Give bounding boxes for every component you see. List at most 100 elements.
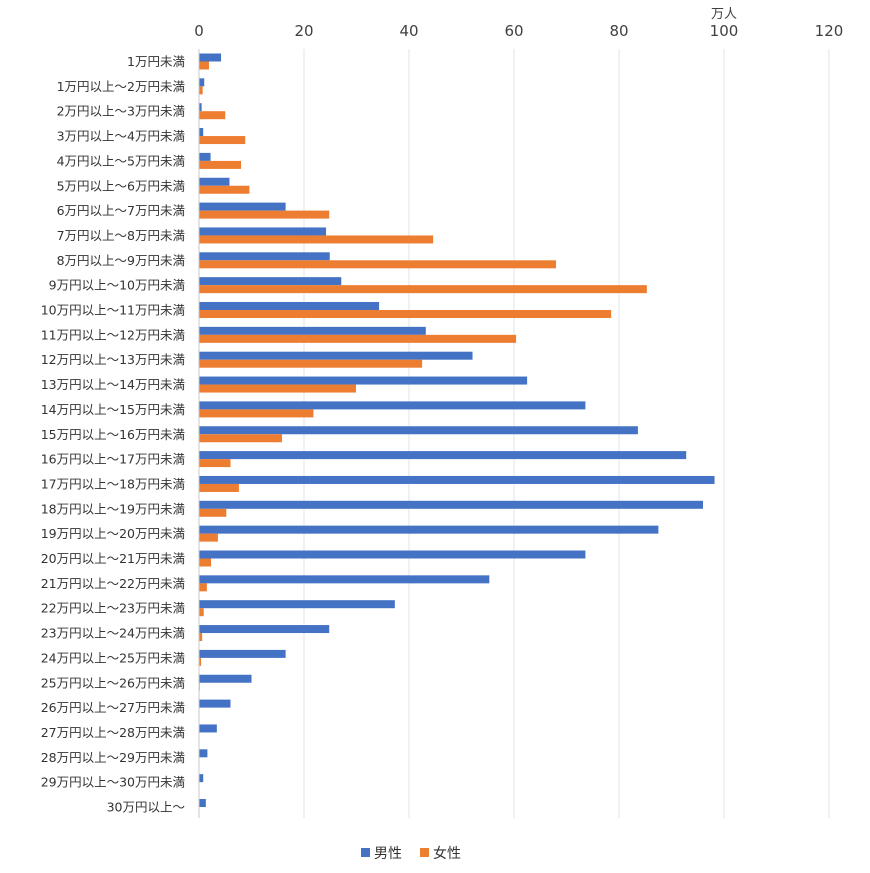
bar-female <box>199 533 218 542</box>
bar-female <box>199 483 239 492</box>
category-label: 1万円以上～2万円未満 <box>57 79 185 94</box>
bar-female <box>199 235 434 244</box>
x-tick-label: 100 <box>710 22 739 40</box>
bar-female <box>199 86 203 95</box>
bar-female <box>199 608 204 617</box>
bar-female <box>199 434 282 443</box>
category-label: 8万円以上～9万円未満 <box>57 253 185 268</box>
bar-male <box>199 376 528 385</box>
bar-male <box>199 774 204 783</box>
bar-female <box>199 185 250 194</box>
category-label: 23万円以上～24万円未満 <box>41 626 185 641</box>
bar-female <box>199 260 556 269</box>
category-label: 2万円以上～3万円未満 <box>57 104 185 119</box>
bar-male <box>199 674 252 683</box>
bar-male <box>199 53 222 62</box>
bar-male <box>199 252 330 261</box>
bar-male <box>199 699 231 708</box>
bar-female <box>199 160 241 169</box>
legend: 男性 女性 <box>361 845 461 862</box>
bar-male <box>199 600 395 609</box>
bar-female <box>199 409 314 418</box>
bar-female <box>199 285 647 294</box>
bar-female <box>199 210 330 219</box>
category-label: 18万円以上～19万円未満 <box>41 501 185 516</box>
category-label: 30万円以上～ <box>107 800 185 815</box>
legend-label-female: 女性 <box>433 845 461 862</box>
category-label: 15万円以上～16万円未満 <box>41 427 185 442</box>
unit-label: 万人 <box>711 7 737 22</box>
x-tick-label: 80 <box>609 22 628 40</box>
bar-male <box>199 103 202 112</box>
bar-female <box>199 111 226 120</box>
category-label: 4万円以上～5万円未満 <box>57 153 185 168</box>
category-label: 24万円以上～25万円未満 <box>41 650 185 665</box>
category-label: 12万円以上～13万円未満 <box>41 352 185 367</box>
category-label: 20万円以上～21万円未満 <box>41 551 185 566</box>
bar-female <box>199 61 209 70</box>
bar-male <box>199 550 586 559</box>
bar-male <box>199 426 638 435</box>
category-label: 22万円以上～23万円未満 <box>41 601 185 616</box>
category-label: 11万円以上～12万円未満 <box>41 327 185 342</box>
bar-male <box>199 475 715 484</box>
category-label: 17万円以上～18万円未満 <box>41 476 185 491</box>
category-label: 13万円以上～14万円未満 <box>41 377 185 392</box>
category-label: 19万円以上～20万円未満 <box>41 526 185 541</box>
bar-male <box>199 202 286 211</box>
bars <box>199 53 715 807</box>
bar-female <box>199 633 203 642</box>
category-label: 5万円以上～6万円未満 <box>57 178 185 193</box>
category-label: 25万円以上～26万円未満 <box>41 675 185 690</box>
bar-male <box>199 625 330 634</box>
bar-female <box>199 508 227 517</box>
x-tick-label: 40 <box>399 22 418 40</box>
category-label: 10万円以上～11万円未満 <box>41 303 185 318</box>
category-label: 1万円未満 <box>127 54 185 69</box>
category-label: 14万円以上～15万円未満 <box>41 402 185 417</box>
bar-male <box>199 277 342 286</box>
bar-male <box>199 401 586 410</box>
bar-female <box>199 384 356 393</box>
bar-male <box>199 575 490 584</box>
x-tick-label: 0 <box>194 22 204 40</box>
bar-male <box>199 152 211 161</box>
legend-label-male: 男性 <box>374 846 402 862</box>
bar-male <box>199 749 208 758</box>
bar-male <box>199 351 473 360</box>
bar-female <box>199 583 207 592</box>
category-label: 3万円以上～4万円未満 <box>57 129 185 144</box>
bar-male <box>199 525 659 534</box>
bar-male <box>199 78 205 87</box>
category-label: 29万円以上～30万円未満 <box>41 775 185 790</box>
bar-female <box>199 657 202 666</box>
bar-male <box>199 799 206 807</box>
x-axis-ticks: 0 20 40 60 80 100 120 <box>194 22 843 40</box>
x-tick-label: 120 <box>815 22 844 40</box>
category-label: 28万円以上～29万円未満 <box>41 750 185 765</box>
category-label: 16万円以上～17万円未満 <box>41 452 185 467</box>
bar-male <box>199 451 687 460</box>
bar-female <box>199 334 517 343</box>
category-label: 21万円以上～22万円未満 <box>41 576 185 591</box>
bar-male <box>199 177 230 186</box>
bar-female <box>199 136 246 145</box>
bar-male <box>199 302 380 310</box>
bar-male <box>199 326 426 335</box>
bar-female <box>199 310 612 318</box>
x-tick-label: 20 <box>294 22 313 40</box>
bar-female <box>199 558 212 567</box>
bar-female <box>199 459 231 468</box>
bar-male <box>199 724 217 733</box>
category-label: 26万円以上～27万円未満 <box>41 700 185 715</box>
bar-male <box>199 649 286 658</box>
bar-female <box>199 359 423 368</box>
legend-swatch-male <box>361 848 370 857</box>
bar-male <box>199 500 703 509</box>
category-label: 9万円以上～10万円未満 <box>49 278 185 293</box>
category-label: 27万円以上～28万円未満 <box>41 725 185 740</box>
category-label: 7万円以上～8万円未満 <box>57 228 185 243</box>
legend-swatch-female <box>420 848 429 857</box>
